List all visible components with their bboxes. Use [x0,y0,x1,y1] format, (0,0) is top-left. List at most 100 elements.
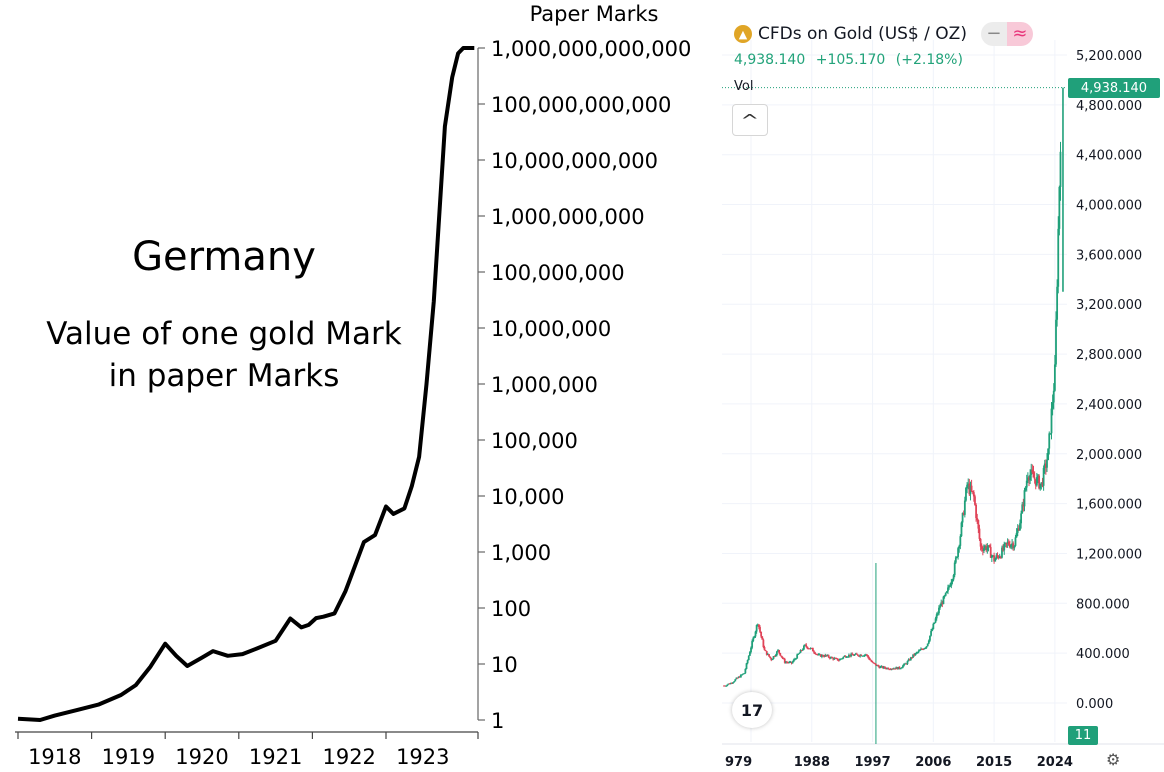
candle-body [1038,475,1041,489]
candle-body [826,655,829,657]
candle-body [746,660,749,664]
candle-body [992,555,994,557]
candle-body [1024,487,1027,491]
candle-body [942,596,945,605]
candle-body [1034,479,1037,486]
candle-body [783,658,786,663]
candle-body [944,592,947,596]
time-tick-label: 2015 [976,755,1012,770]
settings-gear-icon[interactable]: ⚙ [1106,750,1121,769]
candle-body [989,547,992,558]
candle-body [770,657,773,661]
candle-body [1014,537,1017,546]
candle-body [724,685,727,687]
candle-body [817,654,820,656]
y-tick-label: 1,000,000,000,000 [491,37,691,61]
candle-body [748,652,751,656]
collapse-legend-button[interactable]: ^ [732,104,768,136]
candle-body [896,667,899,670]
candle-body [766,654,769,656]
candle-body [998,556,1001,558]
candle-body [747,655,750,661]
candle-body [881,666,884,669]
candle-body [1053,364,1056,391]
candle-body [1032,472,1035,478]
price-tick-label: 3,200.000 [1076,298,1142,313]
candle-body [784,662,787,664]
candle-body [913,654,916,656]
candle-body [932,623,935,630]
candle-body [867,655,869,658]
candle-body [791,661,794,664]
candle-body [744,668,747,674]
candle-body [751,641,754,648]
price-change: +105.170 [815,52,886,68]
candle-body [878,666,881,669]
candle-body [728,683,731,685]
candle-body [828,657,831,659]
candle-body [833,658,836,660]
candle-body [742,673,745,675]
candle-body [781,656,784,659]
candle-body [941,602,944,605]
y-tick-label: 10,000,000,000 [491,149,658,173]
candle-body [1051,402,1054,409]
candle-body [898,666,901,669]
approx-icon[interactable]: ≈ [1006,22,1033,46]
candle-body [886,667,889,669]
candle-body [725,685,728,687]
candle-body [876,665,878,667]
candle-body [1003,543,1006,551]
price-tick-label: 0.000 [1076,697,1113,712]
candle-body [859,654,862,657]
candle-body [1017,528,1020,531]
chart-subtitle-line1: Value of one gold Mark [46,316,402,352]
candle-body [778,649,781,653]
candle-body [727,683,730,685]
candle-body [963,500,966,515]
candle-body [827,655,830,658]
candle-body [1047,448,1050,461]
candle-body [880,666,883,668]
candle-body [939,606,941,608]
candle-body [753,636,756,638]
candle-body [1057,228,1060,287]
x-tick-label: 1919 [102,745,155,769]
candle-body [841,658,844,660]
chevron-up-icon: ^ [740,110,760,130]
candle-body [862,655,865,657]
candle-body [872,662,875,664]
symbol-title[interactable]: CFDs on Gold (US$ / OZ) [758,24,967,44]
candle-body [1011,543,1014,545]
candle-body [980,546,983,550]
candle-body [895,667,898,670]
candle-body [726,684,729,686]
candle-body [780,655,783,657]
candle-body [1039,483,1042,489]
candle-body [855,653,858,655]
candle-body [904,663,907,665]
candle-body [869,659,872,661]
minus-icon[interactable]: − [980,22,1007,46]
candle-body [732,682,734,684]
candle-body [905,663,908,665]
chart-subtitle-line2: in paper Marks [109,358,340,394]
volume-tag: 11 [1068,726,1098,745]
candle-body [967,483,970,485]
candle-body [870,660,873,662]
candle-body [929,635,931,641]
candle-body [754,631,757,637]
gold-mark-series-line [17,46,475,722]
candle-body [764,650,767,652]
candle-body [953,562,956,576]
price-change-pct: (+2.18%) [895,52,963,68]
candle-body [795,658,797,660]
candle-body [911,657,913,659]
candle-body [734,679,737,682]
candle-body [814,652,817,654]
candle-body [909,657,912,661]
candle-body [848,654,850,657]
candle-body [1019,523,1021,531]
tradingview-logo-icon[interactable]: 17 [732,692,772,728]
candle-body [1012,543,1015,549]
